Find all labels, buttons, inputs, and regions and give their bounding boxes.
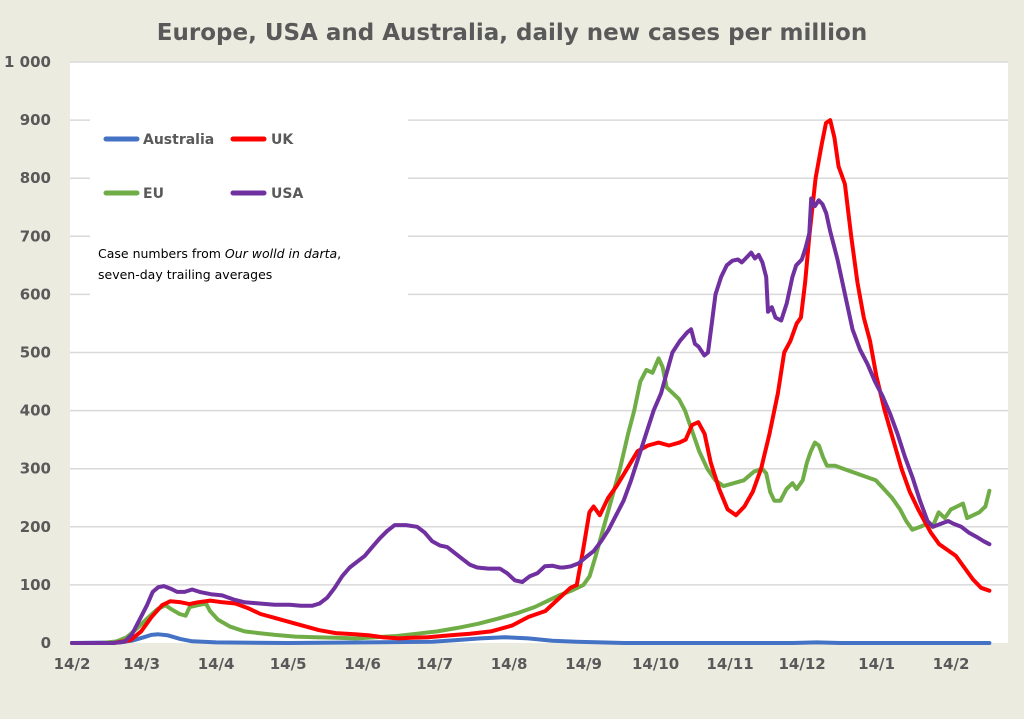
legend-item-eu: EU <box>103 186 164 202</box>
y-tick-label: 0 <box>41 634 51 652</box>
source-annotation: Case numbers from Our wolld in darta, se… <box>98 246 341 282</box>
legend-label-eu: EU <box>143 186 164 202</box>
x-tick-label: 14/8 <box>491 655 528 673</box>
annotation-prefix: Case numbers from <box>98 246 225 261</box>
legend: Australia UK EU USA <box>103 132 303 202</box>
chart-title: Europe, USA and Australia, daily new cas… <box>157 20 867 46</box>
annotation-line-1: Case numbers from Our wolld in darta, <box>98 246 341 261</box>
legend-label-usa: USA <box>271 186 303 202</box>
legend-label-australia: Australia <box>143 132 214 148</box>
y-axis: 0 100 200 300 400 500 600 700 800 900 1 000 <box>4 53 51 652</box>
x-axis: 14/2 14/3 14/4 14/5 14/6 14/7 14/8 14/9 14/10 14/… <box>54 655 970 673</box>
series-line-australia <box>70 632 992 645</box>
annotation-suffix: , <box>337 246 341 261</box>
y-tick-label: 100 <box>20 576 51 594</box>
y-tick-label: 500 <box>20 344 51 362</box>
x-tick-label: 14/4 <box>198 655 235 673</box>
x-tick-label: 14/2 <box>933 655 970 673</box>
legend-label-uk: UK <box>271 132 294 148</box>
x-tick-label: 14/3 <box>123 655 160 673</box>
legend-item-usa: USA <box>230 186 303 202</box>
series-lines <box>70 118 992 645</box>
y-tick-label: 900 <box>20 111 51 129</box>
y-tick-label: 600 <box>20 285 51 303</box>
x-tick-label: 14/10 <box>632 655 679 673</box>
y-tick-label: 400 <box>20 402 51 420</box>
y-tick-label: 200 <box>20 518 51 536</box>
x-tick-label: 14/6 <box>344 655 381 673</box>
y-tick-label: 300 <box>20 460 51 478</box>
legend-item-australia: Australia <box>103 132 214 148</box>
x-tick-label: 14/1 <box>858 655 895 673</box>
series-line-eu <box>70 356 992 645</box>
annotation-line-2: seven-day trailing averages <box>98 267 272 282</box>
y-tick-label: 1 000 <box>4 53 51 71</box>
series-line-uk <box>70 118 992 645</box>
y-tick-label: 800 <box>20 169 51 187</box>
x-tick-label: 14/12 <box>778 655 825 673</box>
x-tick-label: 14/11 <box>706 655 753 673</box>
x-tick-label: 14/5 <box>270 655 307 673</box>
legend-item-uk: UK <box>230 132 294 148</box>
x-tick-label: 14/2 <box>54 655 91 673</box>
series-line-usa <box>70 196 992 645</box>
legend-background <box>90 110 408 300</box>
x-tick-label: 14/9 <box>565 655 602 673</box>
y-tick-label: 700 <box>20 227 51 245</box>
annotation-source: Our wolld in darta <box>225 246 337 261</box>
x-tick-label: 14/7 <box>416 655 453 673</box>
